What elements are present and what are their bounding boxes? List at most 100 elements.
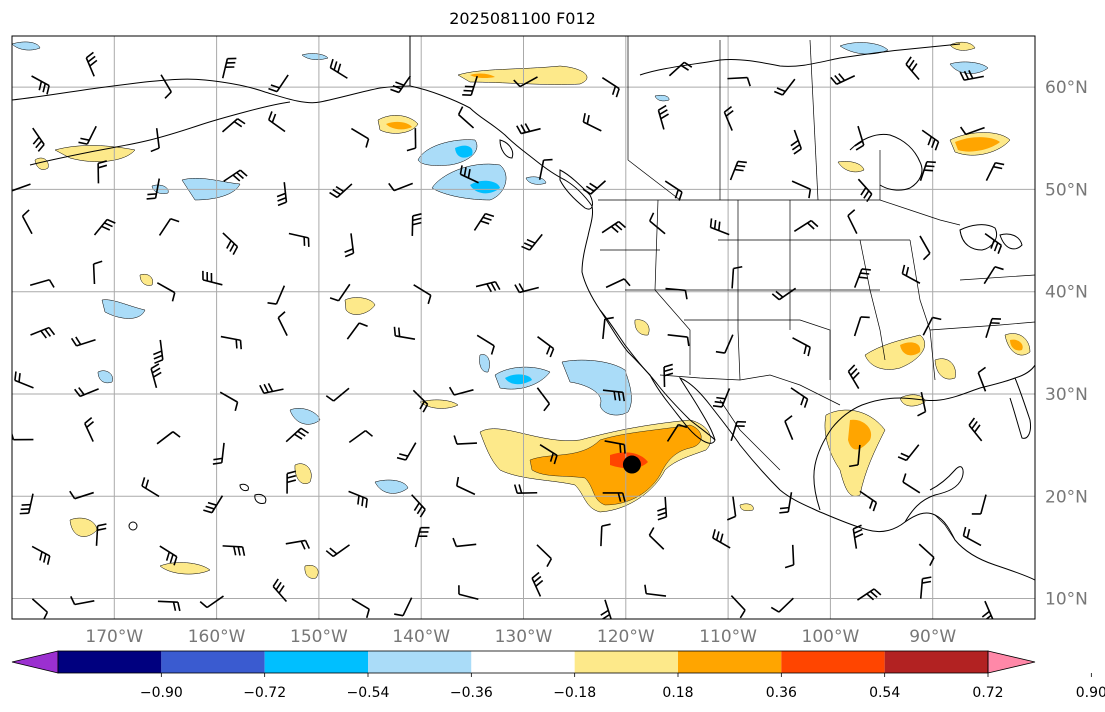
- longitude-tick-label: 90°W: [909, 627, 956, 647]
- wind-barb: [344, 233, 355, 258]
- wind-barb: [473, 212, 495, 231]
- negative-anomaly-core: [455, 145, 473, 158]
- map-title: 2025081100 F012: [449, 9, 596, 28]
- wind-barb: [729, 160, 747, 181]
- canada-us-border: [598, 199, 961, 226]
- negative-anomaly-region: [949, 61, 989, 74]
- positive-anomaly-region: [139, 274, 153, 286]
- positive-anomaly-core: [386, 121, 412, 130]
- wind-barb: [770, 597, 794, 613]
- positive-anomaly-region: [294, 463, 312, 484]
- positive-anomaly-core: [848, 419, 872, 450]
- wind-barb: [150, 128, 160, 153]
- mexico-state-borders: [719, 399, 781, 471]
- longitude-tick-label: 100°W: [802, 627, 860, 647]
- wind-barb: [221, 57, 237, 79]
- wind-barb: [857, 178, 873, 203]
- us-state-borders: [909, 239, 936, 381]
- great-lakes: [999, 233, 1023, 250]
- yucatan-coastline: [904, 466, 964, 523]
- longitude-tick-labels: 170°W 160°W 150°W 140°W 130°W 120°W 110°W 100°W…: [85, 627, 956, 647]
- wind-barb: [847, 364, 860, 389]
- negative-anomaly-region: [654, 94, 670, 102]
- baja-peninsula: [599, 309, 716, 441]
- wind-barb: [156, 282, 176, 302]
- latitude-tick-label: 20°N: [1045, 487, 1088, 507]
- latitude-tick-label: 50°N: [1045, 180, 1088, 200]
- wind-barb: [712, 529, 731, 549]
- wind-barb: [70, 596, 95, 606]
- wind-barb: [897, 444, 920, 462]
- wind-barb: [85, 51, 98, 77]
- colorbar-tick-label: −0.54: [347, 685, 390, 701]
- colorbar-segment: [574, 651, 678, 673]
- wind-barb: [288, 232, 310, 247]
- storm-center-marker: [622, 455, 641, 474]
- colorbar-segment: [264, 651, 368, 673]
- alaska-coastline: [12, 78, 411, 104]
- hudson-bay-coast: [849, 133, 923, 191]
- wind-barb: [538, 158, 553, 180]
- wind-barb: [968, 417, 983, 442]
- wind-barb: [223, 169, 248, 182]
- wind-barb: [601, 220, 627, 234]
- negative-anomaly-region: [839, 42, 889, 55]
- wind-barb: [351, 598, 370, 619]
- positive-anomaly-region: [837, 161, 865, 173]
- wind-barb: [219, 391, 239, 412]
- wind-barb: [602, 389, 626, 402]
- colorbar: [11, 650, 1036, 674]
- wind-barb: [390, 75, 411, 94]
- wind-barb: [852, 524, 864, 549]
- wind-barb: [919, 576, 932, 599]
- wind-barb: [830, 73, 856, 86]
- positive-anomaly-region: [739, 503, 754, 512]
- wind-barb: [70, 336, 96, 347]
- wind-barb: [784, 544, 795, 569]
- wind-barb: [792, 337, 811, 357]
- wind-barb: [668, 61, 693, 77]
- wind-barb: [853, 268, 871, 288]
- wind-barb: [667, 333, 690, 347]
- wind-barb: [31, 545, 51, 565]
- positive-anomaly-region: [457, 65, 588, 85]
- wind-barb: [272, 578, 288, 603]
- anomaly-shading: [12, 41, 1031, 579]
- us-state-borders: [684, 319, 831, 380]
- wind-barb: [95, 523, 107, 546]
- wind-barb: [644, 584, 667, 597]
- us-state-borders: [929, 321, 1035, 331]
- wind-barb: [153, 339, 164, 364]
- colorbar-tick-labels: −0.90 −0.72 −0.54 −0.36 −0.18 0.18 0.36 0.54 0.7…: [140, 673, 1105, 701]
- wind-barb: [853, 316, 870, 337]
- wind-barb: [14, 371, 34, 389]
- wind-barb: [97, 160, 108, 184]
- wind-barb: [285, 427, 309, 443]
- wind-barbs: [12, 51, 1005, 619]
- wind-barb: [531, 571, 544, 597]
- wind-barb: [212, 442, 225, 465]
- wind-barb: [981, 600, 994, 619]
- colorbar-tick-label: 0.18: [662, 685, 693, 701]
- negative-anomaly-region: [374, 479, 409, 494]
- wind-barb: [329, 183, 353, 199]
- longitude-tick-label: 120°W: [597, 627, 655, 647]
- us-state-borders: [859, 239, 886, 361]
- positive-anomaly-core: [900, 342, 921, 356]
- wind-barb: [393, 326, 416, 340]
- wind-barb: [19, 493, 34, 515]
- map-border: [11, 35, 1036, 620]
- us-state-borders: [654, 199, 691, 375]
- hawaii-islands: [239, 483, 249, 492]
- wind-barb: [411, 213, 422, 236]
- wind-barb: [462, 75, 478, 97]
- longitude-tick-label: 130°W: [495, 627, 553, 647]
- latitude-tick-label: 30°N: [1045, 385, 1088, 405]
- colorbar-segment: [161, 651, 265, 673]
- wind-barb: [160, 74, 172, 99]
- wind-barb: [582, 113, 602, 132]
- wind-barb: [985, 317, 1002, 338]
- wind-barb: [918, 543, 935, 566]
- colorbar-tick-label: −0.18: [553, 685, 596, 701]
- wind-barb: [220, 335, 242, 350]
